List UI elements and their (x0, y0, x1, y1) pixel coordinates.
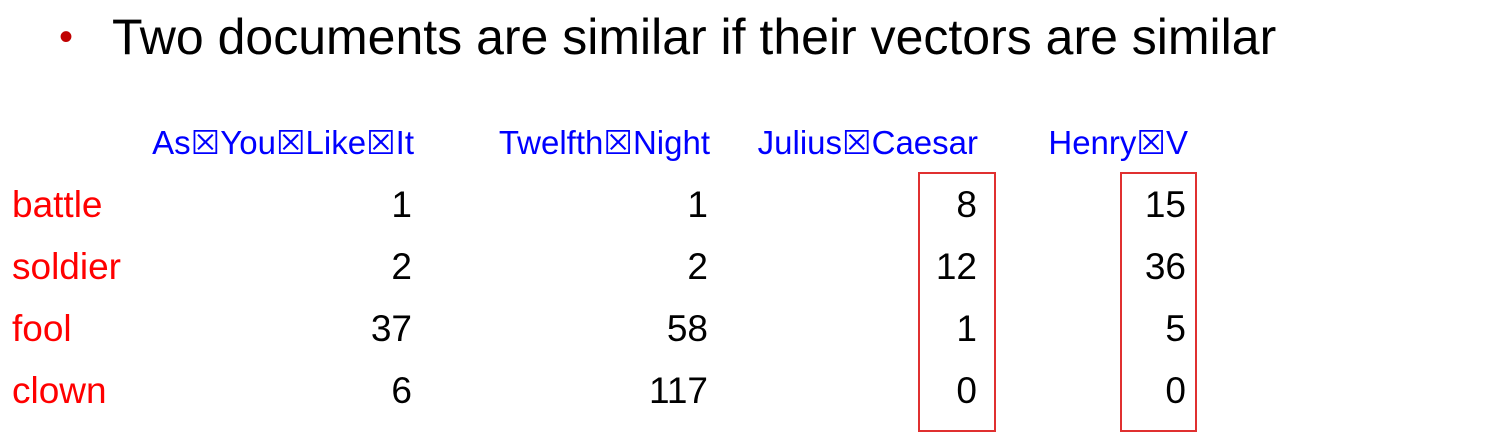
column-header-henry-v: Henry☒V (1048, 124, 1188, 161)
table-cell: 15 (1144, 184, 1186, 225)
highlight-box-julius-caesar (918, 172, 996, 432)
table-cell: 36 (1144, 246, 1186, 287)
table-cell: 58 (666, 308, 708, 349)
term-clown: clown (12, 370, 107, 411)
column-header-as-you-like-it: As☒You☒Like☒It (152, 124, 414, 161)
bullet-text: Two documents are similar if their vecto… (112, 9, 1277, 65)
table-cell: 8 (956, 184, 977, 225)
bullet-item: • Two documents are similar if their vec… (20, 0, 1276, 74)
column-header-twelfth-night: Twelfth☒Night (498, 124, 710, 161)
column-header-julius-caesar: Julius☒Caesar (757, 124, 978, 161)
table-cell: 1 (687, 184, 708, 225)
table-cell: 1 (956, 308, 977, 349)
table-cell: 5 (1165, 308, 1186, 349)
term-battle: battle (12, 184, 103, 225)
table-cell: 12 (935, 246, 977, 287)
term-fool: fool (12, 308, 72, 349)
table-cell: 0 (1165, 370, 1186, 411)
highlight-box-henry-v (1120, 172, 1197, 432)
table-cell: 37 (370, 308, 412, 349)
term-soldier: soldier (12, 246, 121, 287)
table-cell: 2 (687, 246, 708, 287)
table-cell: 0 (956, 370, 977, 411)
bullet-dot-icon: • (58, 15, 73, 59)
table-cell: 6 (391, 370, 412, 411)
table-cell: 1 (391, 184, 412, 225)
table-cell: 117 (649, 370, 708, 411)
table-cell: 2 (391, 246, 412, 287)
